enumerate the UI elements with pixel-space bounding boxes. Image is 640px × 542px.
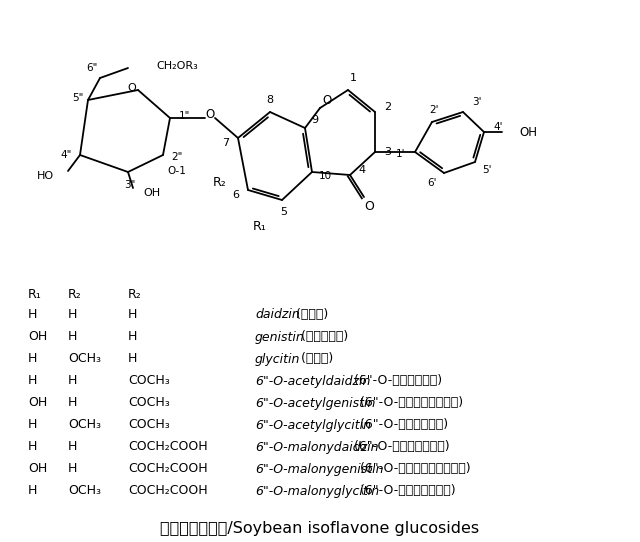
Text: 2: 2 [385,102,392,112]
Text: H: H [68,462,77,475]
Text: H: H [68,308,77,321]
Text: COCH₂COOH: COCH₂COOH [128,441,207,454]
Text: (6"-O-乙酰基大豆苷): (6"-O-乙酰基大豆苷) [351,375,442,388]
Text: OH: OH [519,126,537,139]
Text: 5: 5 [280,207,287,217]
Text: (6"-O-丙二酰基金雀异黄苷): (6"-O-丙二酰基金雀异黄苷) [356,462,470,475]
Text: 5': 5' [483,165,492,175]
Text: R₁: R₁ [253,220,267,233]
Text: daidzin: daidzin [255,308,300,321]
Text: O: O [205,108,214,121]
Text: H: H [128,352,138,365]
Text: H: H [28,485,37,498]
Text: 6"-O-acetylglycitin: 6"-O-acetylglycitin [255,418,371,431]
Text: CH₂OR₃: CH₂OR₃ [156,61,198,71]
Text: 3": 3" [124,180,136,190]
Text: 10: 10 [319,171,332,181]
Text: O-1: O-1 [168,166,186,176]
Text: OCH₃: OCH₃ [68,352,101,365]
Text: 7: 7 [223,138,230,148]
Text: COCH₂COOH: COCH₂COOH [128,462,207,475]
Text: 6": 6" [86,63,98,73]
Text: COCH₂COOH: COCH₂COOH [128,485,207,498]
Text: OH: OH [28,462,47,475]
Text: 6"-O-acetylgenistin: 6"-O-acetylgenistin [255,397,376,410]
Text: H: H [68,375,77,388]
Text: 6: 6 [232,190,239,200]
Text: 6"-O-malonydaidzin: 6"-O-malonydaidzin [255,441,378,454]
Text: OH: OH [28,397,47,410]
Text: 6"-O-acetyldaidzin: 6"-O-acetyldaidzin [255,375,371,388]
Text: H: H [68,397,77,410]
Text: R₁: R₁ [28,288,42,301]
Text: H: H [28,441,37,454]
Text: 4": 4" [60,150,72,160]
Text: O: O [127,83,136,93]
Text: H: H [28,375,37,388]
Text: (6"-O-乙酰基黄豆苷): (6"-O-乙酰基黄豆苷) [356,418,448,431]
Text: glycitin: glycitin [255,352,300,365]
Text: 1": 1" [179,111,189,121]
Text: (6"-O-丙二酰基黄豆苷): (6"-O-丙二酰基黄豆苷) [356,485,455,498]
Text: 5": 5" [72,93,84,103]
Text: 1': 1' [396,149,406,159]
Text: 3: 3 [385,147,392,157]
Text: OH: OH [28,331,47,344]
Text: genistin: genistin [255,331,305,344]
Text: OH: OH [143,188,160,198]
Text: 6"-O-malonygenistin: 6"-O-malonygenistin [255,462,383,475]
Text: 9: 9 [312,115,319,125]
Text: 大豆异黄酮糖苷/Soybean isoflavone glucosides: 大豆异黄酮糖苷/Soybean isoflavone glucosides [161,520,479,535]
Text: O: O [364,201,374,214]
Text: COCH₃: COCH₃ [128,397,170,410]
Text: 6': 6' [428,178,436,188]
Text: H: H [28,308,37,321]
Text: H: H [128,308,138,321]
Text: (6"-O-乙酰基金雀异黄苷): (6"-O-乙酰基金雀异黄苷) [356,397,463,410]
Text: H: H [128,331,138,344]
Text: R₂: R₂ [128,288,141,301]
Text: 2': 2' [429,105,439,115]
Text: COCH₃: COCH₃ [128,375,170,388]
Text: 8: 8 [266,95,273,105]
Text: HO: HO [37,171,54,181]
Text: R₂: R₂ [213,176,227,189]
Text: (金雀异黄苷): (金雀异黄苷) [298,331,349,344]
Text: 6"-O-malonyglycitin: 6"-O-malonyglycitin [255,485,379,498]
Text: 2": 2" [172,152,182,162]
Text: COCH₃: COCH₃ [128,418,170,431]
Text: R₂: R₂ [68,288,82,301]
Text: H: H [68,331,77,344]
Text: O: O [323,94,332,106]
Text: 1: 1 [349,73,356,83]
Text: OCH₃: OCH₃ [68,418,101,431]
Text: H: H [68,441,77,454]
Text: H: H [28,352,37,365]
Text: 4: 4 [358,165,365,175]
Text: (6"-O-丙二酰基大豆苷): (6"-O-丙二酰基大豆苷) [351,441,450,454]
Text: (黄豆苷): (黄豆苷) [298,352,333,365]
Text: 4': 4' [493,122,503,132]
Text: H: H [28,418,37,431]
Text: (大豆苷): (大豆苷) [292,308,328,321]
Text: OCH₃: OCH₃ [68,485,101,498]
Text: 3': 3' [472,97,482,107]
